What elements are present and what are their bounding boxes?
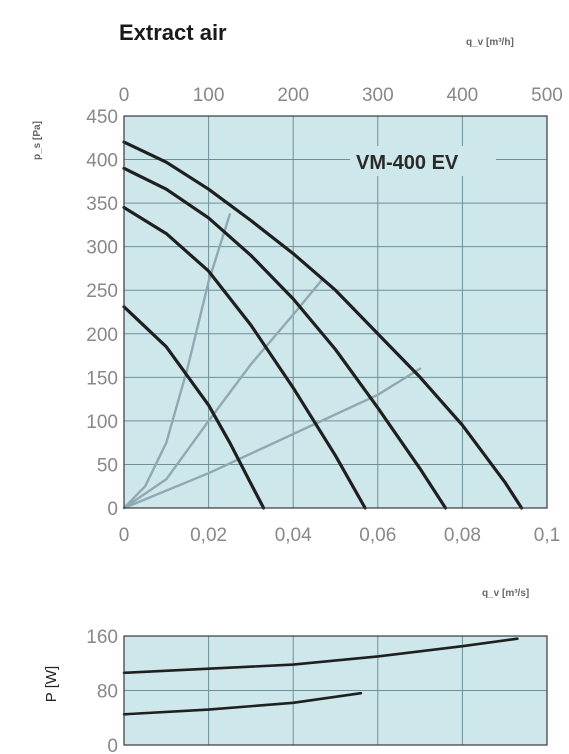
power-grid — [124, 636, 547, 745]
fan-curve — [122, 140, 524, 510]
model-label: VM-400 EV — [356, 152, 459, 174]
y-tick-label: 150 — [86, 368, 118, 389]
flow-x-ticks: 0 0,02 0,04 0,06 0,08 0,1 — [119, 525, 561, 546]
y-tick-label: 250 — [86, 281, 118, 302]
y-tick-label: 0 — [107, 499, 118, 520]
pressure-y-ticks: 0 50 100 150 200 250 300 350 400 450 — [86, 107, 118, 520]
x2-tick-label: 200 — [277, 85, 309, 106]
x-tick-label: 0,1 — [534, 525, 560, 546]
power-curve — [122, 691, 363, 716]
power-y-tick-label: 80 — [97, 682, 118, 703]
power-y-ticks: 0 80 160 — [86, 627, 118, 754]
power-plot: 0 80 160 — [86, 627, 548, 754]
x2-tick-label: 100 — [193, 85, 225, 106]
y-tick-label: 50 — [97, 455, 118, 476]
fan-curve — [122, 305, 266, 510]
chart-title: Extract air — [119, 20, 227, 45]
system-curve — [122, 213, 231, 510]
flow-x2-ticks: 0 100 200 300 400 500 — [119, 85, 563, 106]
x-tick-label: 0,06 — [359, 525, 396, 546]
y-axis-unit-label: p_s [Pa] — [32, 121, 43, 160]
bottom-axis-unit-label: q_v [m³/s] — [482, 588, 529, 599]
x2-tick-label: 0 — [119, 85, 130, 106]
y-tick-label: 350 — [86, 194, 118, 215]
y-tick-label: 450 — [86, 107, 118, 128]
power-plot-frame — [123, 635, 548, 746]
system-curve — [122, 277, 324, 510]
y-tick-label: 400 — [86, 151, 118, 172]
x-tick-label: 0,08 — [444, 525, 481, 546]
x2-tick-label: 500 — [531, 85, 563, 106]
power-y-tick-label: 0 — [107, 736, 118, 754]
x2-tick-label: 400 — [447, 85, 479, 106]
system-curve — [122, 367, 422, 510]
x-tick-label: 0,04 — [275, 525, 312, 546]
pressure-plot-frame — [123, 115, 548, 509]
pressure-plot: 0 50 100 150 200 250 300 350 400 450 0 0,02 0,04 0,0… — [86, 85, 563, 546]
pressure-grid — [124, 116, 547, 508]
top-axis-unit-label: q_v [m³/h] — [466, 37, 514, 48]
power-axis-label: P [W] — [43, 666, 60, 702]
fan-curve — [122, 166, 448, 510]
system-curves — [122, 213, 422, 510]
title-box — [110, 14, 310, 48]
model-label-bg — [350, 146, 496, 176]
fan-curves — [122, 140, 524, 510]
power-y-tick-label: 160 — [86, 627, 118, 648]
power-curve — [122, 637, 519, 675]
y-tick-label: 300 — [86, 238, 118, 259]
y-tick-label: 100 — [86, 412, 118, 433]
y-tick-label: 200 — [86, 325, 118, 346]
x-tick-label: 0 — [119, 525, 130, 546]
x-tick-label: 0,02 — [190, 525, 227, 546]
x2-tick-label: 300 — [362, 85, 394, 106]
fan-curve — [122, 205, 367, 510]
power-curves — [122, 637, 519, 716]
